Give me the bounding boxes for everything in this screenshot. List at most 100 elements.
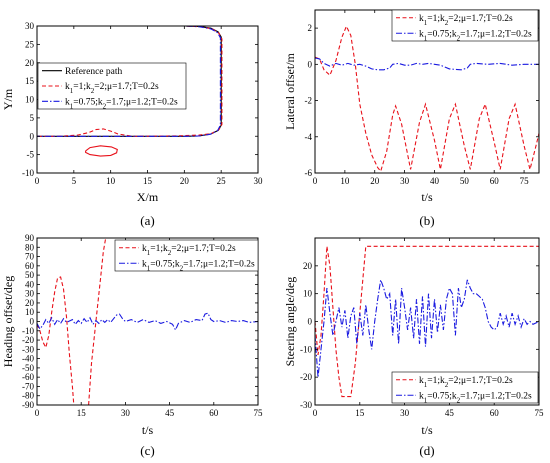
x-tick-label: 10 [340,176,350,186]
legend-box [391,9,539,42]
panel-caption: (b) [419,213,434,228]
panel-caption: (c) [140,443,154,458]
y-tick-label: 70 [25,252,35,262]
y-tick-label: 20 [25,298,35,308]
y-tick-label: 0 [308,317,313,327]
legend-entry: k1=0.75;k2=1.7;μ=1.2;T=0.2s [419,391,532,404]
series-line-c-0 [37,238,107,405]
legend-box [37,62,187,110]
y-tick-label: -6 [305,168,313,178]
legend-entry: k1=1;k2=2;μ=1.7;T=0.2s [419,14,513,27]
legend-entry: k1=1;k2=2;μ=1.7;T=0.2s [419,376,513,389]
x-tick-label: 60 [209,408,219,418]
y-tick-label: -20 [22,335,34,345]
legend: Reference path k1=1;k2=2;μ=1.7;T=0.2s k1=0… [37,62,187,111]
y-tick-label: 0 [30,317,35,327]
chart-panel-c: 0 15 30 45 60 75-90-80-70-60-50-40-30-20-1001… [1,233,263,458]
x-tick-label: 75 [535,408,545,418]
y-tick-label: 10 [25,95,35,105]
x-tick-label: 20 [370,176,380,186]
x-tick-label: 25 [217,176,227,186]
x-tick-label: 0 [313,408,318,418]
series-line-b-1 [315,57,539,71]
x-axis-label: t/s [421,190,433,204]
y-tick-label: -50 [22,363,34,373]
legend-box [114,239,259,272]
y-tick-label: 20 [303,261,313,271]
chart-panel-d: 0 15 30 45 60 75 -30 -20 -10 0 10 20 t/s Steering ang… [283,237,545,458]
x-tick-label: 20 [180,176,190,186]
y-tick-label: -40 [22,354,34,364]
chart-panel-b: 0 10 20 30 40 50 60 75 -6 -4 -2 0 2 t/s Lateral offset… [283,9,540,228]
y-tick-label: 60 [25,261,35,271]
x-tick-label: 30 [254,176,264,186]
legend-entry: Reference path [65,66,122,77]
y-tick-label: 50 [25,270,35,280]
x-tick-label: 75 [254,408,264,418]
y-tick-label: -10 [22,326,34,336]
y-axis-label: Y/m [1,88,15,110]
y-tick-label: -80 [22,391,34,401]
panel-caption: (d) [419,443,434,458]
x-axis-label: t/s [421,423,433,437]
legend-entry: k1=0.75;k2=1.7;μ=1.2;T=0.2s [419,29,532,42]
x-tick-label: 75 [520,176,530,186]
y-tick-label: -4 [305,132,313,142]
x-tick-label: 10 [106,176,116,186]
y-tick-label: 5 [30,113,35,123]
x-axis-label: t/s [142,423,154,437]
y-tick-label: -10 [300,344,312,354]
series-line-b-0 [315,24,539,173]
y-tick-label: 20 [25,58,35,68]
y-tick-label: -5 [27,150,35,160]
legend-entry: k1=0.75;k2=1.7;μ=1.2;T=0.2s [65,98,178,111]
x-tick-label: 30 [400,408,410,418]
y-axis-label: Steering angle/deg [283,277,297,367]
legend-entry: k1=0.75;k2=1.7;μ=1.2;T=0.2s [142,259,255,272]
series-line-a-2 [85,145,118,157]
y-tick-label: -10 [22,168,34,178]
x-tick-label: 30 [121,408,131,418]
x-tick-label: 40 [430,176,440,186]
y-tick-label: 10 [303,289,313,299]
y-tick-label: 25 [25,39,35,49]
x-tick-label: 60 [490,176,500,186]
y-axis-label: Lateral offset/m [283,52,297,129]
y-tick-label: 0 [308,59,313,69]
series-line-c-1 [37,312,258,332]
y-tick-label: -70 [22,381,34,391]
x-tick-label: 50 [460,176,470,186]
x-tick-label: 15 [143,176,153,186]
legend-entry: k1=1;k2=2;μ=1.7;T=0.2s [142,244,236,257]
y-tick-label: -90 [22,400,34,410]
series-line-a-3 [37,26,221,137]
legend-entry: k1=1;k2=2;μ=1.7;T=0.2s [65,82,159,95]
y-tick-label: 80 [25,242,35,252]
y-tick-label: 90 [25,233,35,243]
legend: k1=1;k2=2;μ=1.7;T=0.2s k1=0.75;k2=1.7;μ=1… [114,239,259,272]
x-tick-label: 15 [355,408,365,418]
x-tick-label: 0 [35,176,40,186]
x-tick-label: 0 [313,176,318,186]
y-tick-label: 30 [25,289,35,299]
y-axis-label: Heading offset/deg [1,276,15,367]
y-tick-label: 40 [25,279,35,289]
x-tick-label: 45 [445,408,455,418]
chart-panel-a: 0 5 10 15 20 25 30 -10 -5 0 5 10 15 20 25 30 X/m Y/m (a) Re… [1,21,263,228]
y-tick-label: -30 [22,344,34,354]
y-tick-label: -20 [300,372,312,382]
legend: k1=1;k2=2;μ=1.7;T=0.2s k1=0.75;k2=1.7;μ=1… [391,9,539,42]
x-tick-label: 0 [35,408,40,418]
x-tick-label: 45 [165,408,175,418]
y-tick-label: 2 [308,23,313,33]
series-line-d-1 [315,279,539,378]
panel-caption: (a) [140,213,154,228]
series-line-a-1 [37,26,223,137]
y-tick-label: 15 [25,76,35,86]
y-tick-label: -30 [300,400,312,410]
y-tick-label: 10 [25,307,35,317]
y-tick-label: 30 [25,21,35,31]
y-tick-label: -2 [305,96,313,106]
legend: k1=1;k2=2;μ=1.7;T=0.2s k1=0.75;k2=1.7;μ=1… [391,371,539,404]
